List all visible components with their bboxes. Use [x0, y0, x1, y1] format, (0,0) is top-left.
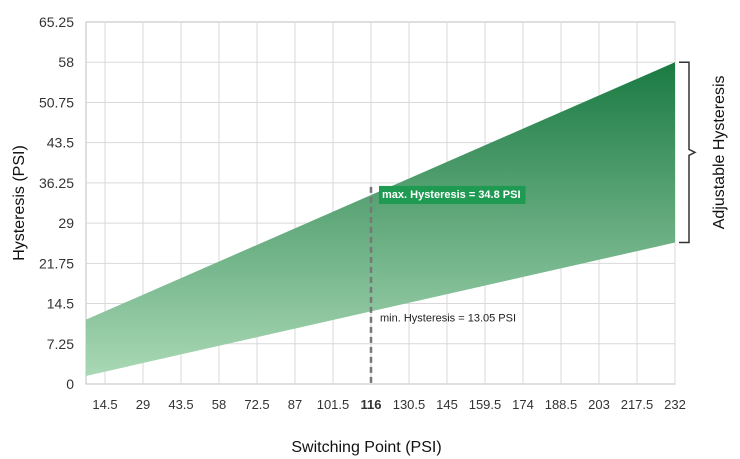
- max-hysteresis-label: max. Hysteresis = 34.8 PSI: [382, 189, 521, 201]
- x-tick-label: 145: [436, 397, 458, 412]
- y-tick-label: 43.5: [47, 135, 74, 151]
- x-tick-label: 130.5: [393, 397, 426, 412]
- y-tick-label: 50.75: [39, 94, 74, 110]
- x-tick-label: 232: [664, 397, 686, 412]
- x-tick-label: 72.5: [244, 397, 269, 412]
- x-tick-label: 58: [212, 397, 226, 412]
- y-axis-title: Hysteresis (PSI): [11, 145, 28, 261]
- y-tick-label: 29: [58, 215, 74, 231]
- y-tick-label: 58: [58, 54, 74, 70]
- x-tick-label: 14.5: [92, 397, 117, 412]
- x-tick-label: 174: [512, 397, 534, 412]
- max-label-background: [379, 185, 526, 204]
- y-tick-label: 36.25: [39, 175, 74, 191]
- adjustable-hysteresis-bracket: [679, 61, 697, 244]
- x-tick-label-highlight: 116: [361, 397, 382, 412]
- x-axis-ticks: 14.5 29 43.5 58 72.5 87 101.5 116 130.5 145 159.5 1…: [92, 397, 686, 412]
- x-tick-label: 87: [288, 397, 302, 412]
- y-tick-label: 21.75: [39, 255, 74, 271]
- hysteresis-band: [86, 62, 675, 376]
- x-tick-label: 188.5: [545, 397, 578, 412]
- x-tick-label: 217.5: [621, 397, 654, 412]
- y-axis-ticks: 0 7.25 14.5 21.75 29 36.25 43.5 50.75 58 65.25: [39, 14, 74, 392]
- y-tick-label: 65.25: [39, 14, 74, 30]
- min-hysteresis-label: min. Hysteresis = 13.05 PSI: [380, 313, 516, 325]
- x-axis-title: Switching Point (PSI): [291, 439, 441, 456]
- x-tick-label: 101.5: [317, 397, 350, 412]
- x-tick-label: 43.5: [168, 397, 193, 412]
- bracket-label: Adjustable Hysteresis: [711, 75, 728, 229]
- y-tick-label: 14.5: [47, 296, 74, 312]
- x-tick-label: 159.5: [469, 397, 502, 412]
- y-tick-label: 7.25: [47, 336, 74, 352]
- x-tick-label: 29: [136, 397, 150, 412]
- y-tick-label: 0: [66, 376, 74, 392]
- x-tick-label: 203: [588, 397, 610, 412]
